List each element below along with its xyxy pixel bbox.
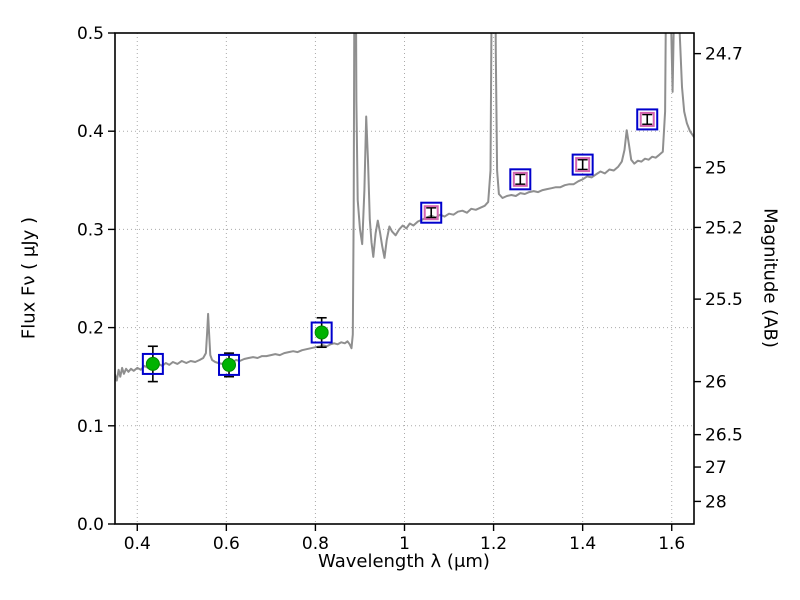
magnitude-tick-label: 26.5 [705, 426, 743, 446]
x-tick-label: 0.8 [302, 534, 329, 554]
x-tick-label: 0.6 [213, 534, 240, 554]
y-axis-label-magnitude: Magnitude (AB) [759, 208, 781, 348]
outer-square-marker [420, 201, 443, 224]
outer-square-marker [509, 168, 532, 191]
outer-square-marker [636, 108, 659, 131]
photometry-point-square [512, 171, 528, 187]
flux-tick-label: 0.0 [77, 515, 104, 535]
magnitude-tick-label: 25 [705, 159, 727, 179]
magnitude-tick-label: 26 [705, 373, 727, 393]
y-axis-label-flux: Flux Fν ( μJy ) [18, 216, 40, 340]
x-tick-label: 0.4 [124, 534, 151, 554]
outer-square-marker [571, 153, 594, 176]
magnitude-tick-label: 28 [705, 492, 727, 512]
magnitude-tick-label: 24.7 [705, 45, 743, 65]
x-tick-label: 1.6 [658, 534, 685, 554]
photometry-point-square [423, 205, 439, 221]
photometry-point-circle [145, 356, 160, 371]
magnitude-tick-label: 27 [705, 458, 727, 478]
photometry-point-square [575, 157, 591, 173]
magnitude-tick-label: 25.5 [705, 290, 743, 310]
axes-spine [114, 32, 695, 525]
grid [115, 32, 694, 525]
photometry-point-square [639, 111, 655, 127]
x-tick-label: 1.4 [569, 534, 596, 554]
photometry-point-circle [222, 357, 237, 372]
axis-ticks: 0.4 0.6 0.8 1 1.2 1.4 1.6 0.0 0.1 0.2 0.3 0.4 0.5 24.… [77, 24, 743, 554]
flux-tick-label: 0.1 [77, 417, 104, 437]
optical-photometry [141, 316, 333, 383]
flux-tick-label: 0.3 [77, 220, 104, 240]
model-spectrum-line [115, 33, 694, 382]
flux-tick-label: 0.4 [77, 122, 104, 142]
infrared-photometry [420, 108, 659, 224]
outer-square-marker [218, 353, 241, 376]
outer-square-marker [310, 321, 333, 344]
flux-tick-label: 0.5 [77, 24, 104, 44]
magnitude-tick-label: 25.2 [705, 218, 743, 238]
x-tick-label: 1 [399, 534, 410, 554]
photometry-point-circle [314, 325, 329, 340]
flux-tick-label: 0.2 [77, 319, 104, 339]
outer-square-marker [141, 352, 164, 375]
x-axis-label: Wavelength λ (μm) [318, 551, 490, 572]
x-tick-label: 1.2 [480, 534, 507, 554]
